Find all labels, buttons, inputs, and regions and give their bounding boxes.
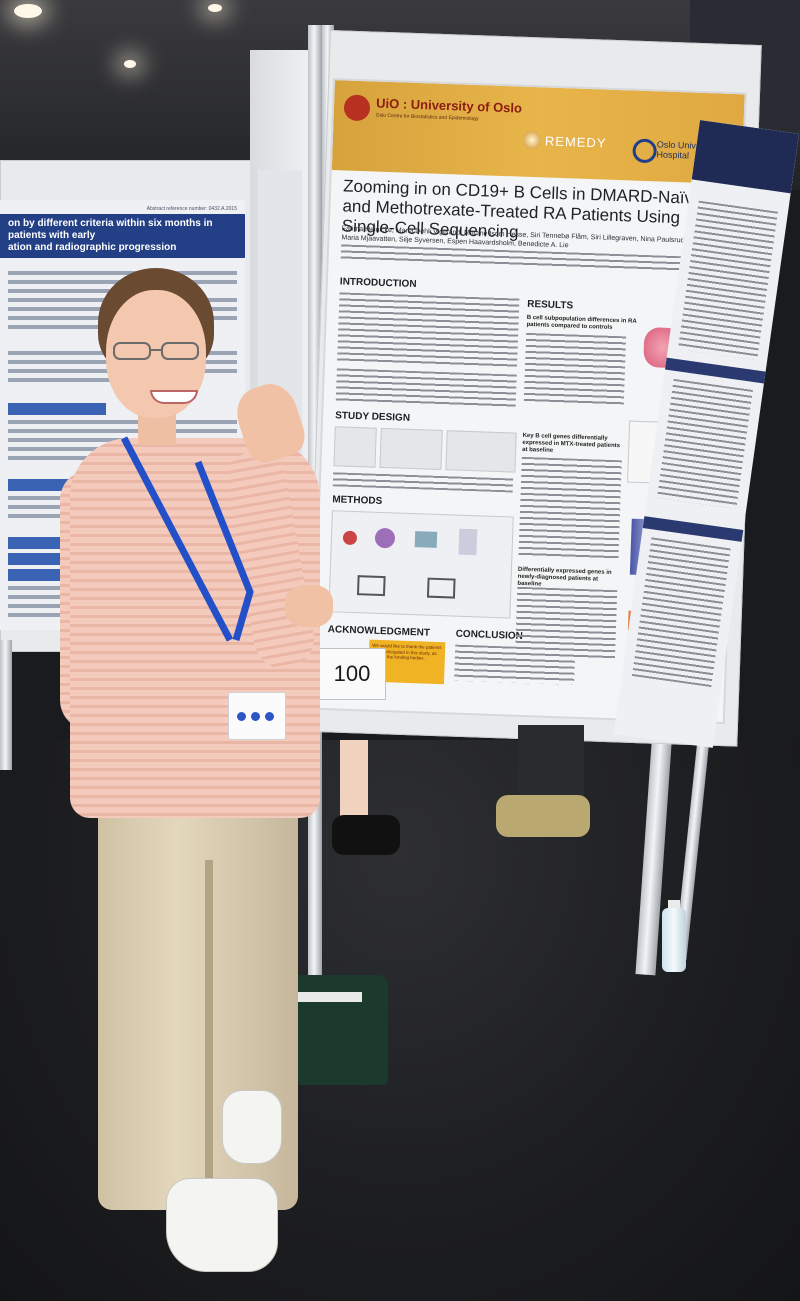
remedy-flower-icon (522, 130, 542, 150)
visitor-sneakers (496, 795, 590, 837)
bottle-cap (668, 900, 680, 910)
left-poster-ref: Abstract reference number: 0432.A.2015 (146, 206, 237, 212)
visitor-legs (518, 725, 584, 805)
uio-sub: Oslo Centre for Biostatistics and Epidem… (375, 112, 479, 123)
left-sneaker (166, 1178, 278, 1272)
methods-diagram (328, 510, 514, 619)
visitor-shoes (332, 815, 400, 855)
analysis-screen-icon (426, 577, 456, 599)
blue-lanyard (120, 436, 254, 642)
ceiling-light (14, 4, 42, 18)
glasses-icon (113, 342, 199, 360)
results-sub-1: B cell subpopulation differences in RA p… (526, 314, 637, 331)
remedy-logo: REMEDY (544, 133, 607, 151)
ceiling-light (208, 4, 222, 12)
sequencer-icon (458, 528, 478, 556)
left-poster-title: on by different criteria within six mont… (8, 218, 213, 241)
ceiling-light (124, 60, 136, 68)
water-bottle (662, 908, 686, 972)
section-introduction: INTRODUCTION (339, 276, 417, 291)
name-badge (228, 692, 286, 740)
sorting-icon (414, 531, 438, 548)
uio-seal-icon (343, 94, 371, 122)
section-methods: METHODS (332, 494, 383, 507)
ous-logo-icon (632, 138, 658, 164)
section-results: RESULTS (527, 298, 574, 312)
results-sub-2: Key B cell genes differentially expresse… (522, 432, 621, 454)
papers-in-bag (262, 992, 362, 1002)
booth-number-card: 100 (318, 648, 386, 700)
visitor-leg (340, 740, 368, 820)
study-design-panel (333, 426, 377, 468)
poster-header: UiO : University of Oslo Oslo Centre for… (331, 80, 745, 185)
leg-gap (205, 860, 213, 1200)
smile (150, 390, 198, 404)
section-study-design: STUDY DESIGN (335, 410, 411, 424)
section-acknowledgment: ACKNOWLEDGMENT (327, 624, 431, 639)
left-poster-title-band: on by different criteria within six mont… (0, 214, 245, 258)
lower-hand (285, 585, 333, 627)
stand-leg (0, 640, 12, 770)
study-design-panel (445, 430, 517, 473)
study-design-panel (379, 427, 443, 471)
section-conclusion: CONCLUSION (455, 628, 524, 642)
right-sneaker (222, 1090, 282, 1164)
analysis-screen-icon (356, 575, 386, 597)
left-poster-subtitle: ation and radiographic progression (8, 242, 177, 253)
